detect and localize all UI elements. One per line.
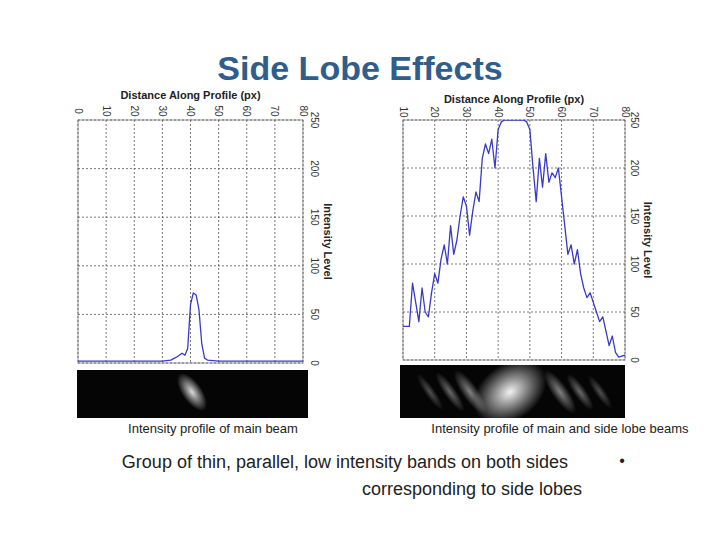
footer-text: corresponding to side lobes: [362, 479, 582, 499]
grid-line: [78, 120, 303, 121]
x-tick-label: 40: [493, 106, 504, 118]
y-tick-label: 50: [629, 306, 640, 318]
grid-line: [246, 120, 247, 363]
footer-text: Group of thin, parallel, low intensity b…: [122, 452, 568, 472]
grid-line: [78, 217, 303, 218]
y-tick-label: 100: [629, 256, 640, 273]
grid-line: [561, 120, 562, 360]
grid-line: [274, 120, 275, 363]
y-tick-label: 100: [309, 257, 320, 274]
grid-line: [466, 120, 467, 360]
grid-line: [593, 120, 594, 360]
grid-line: [162, 120, 163, 363]
grid-line: [529, 120, 530, 360]
grid-line: [403, 312, 625, 313]
x-axis-label: Distance Along Profile (px): [444, 93, 585, 105]
y-tick-label: 150: [309, 209, 320, 226]
y-tick-label: 250: [629, 112, 640, 129]
y-tick-label: 50: [309, 309, 320, 321]
grid-line: [190, 120, 191, 363]
grid-line: [134, 120, 135, 363]
x-tick-label: 20: [129, 105, 140, 117]
grid-line: [625, 120, 626, 360]
grid-line: [78, 265, 303, 266]
y-axis-label: Intensity Level: [642, 202, 654, 278]
plot-frame: [78, 120, 303, 363]
x-tick-label: 70: [588, 106, 599, 118]
plot-frame: [403, 120, 625, 360]
grid-line: [106, 120, 107, 363]
x-tick-label: 20: [429, 106, 440, 118]
data-group: [78, 293, 303, 361]
chart: 1020304050607080050100150200250Distance …: [398, 93, 655, 363]
grid-line: [403, 168, 625, 169]
y-tick-label: 150: [629, 208, 640, 225]
x-tick-label: 50: [213, 105, 224, 117]
caption: Intensity profile of main and side lobe …: [431, 421, 689, 436]
x-tick-label: 80: [298, 105, 309, 117]
slide: Side Lobe Effects01020304050607080050100…: [0, 0, 720, 540]
y-tick-label: 0: [309, 360, 320, 366]
y-tick-label: 0: [629, 357, 640, 363]
x-tick-label: 60: [241, 105, 252, 117]
grid-line: [403, 216, 625, 217]
x-tick-label: 0: [73, 108, 84, 114]
grid-line: [498, 120, 499, 360]
beam-spot: [431, 369, 468, 415]
chart: 0 10 20 30 40 50 60 70 80 0 50 100 150 200 250 Distance…: [73, 89, 335, 366]
grid-line: [78, 120, 79, 363]
x-tick-label: 40: [185, 105, 196, 117]
grid-line: [218, 120, 219, 363]
grid-line: [403, 120, 404, 360]
beam-spot: [413, 371, 446, 413]
y-tick-label: 250: [309, 112, 320, 129]
caption: Intensity profile of main beam: [128, 421, 298, 436]
grid-line: [434, 120, 435, 360]
y-axis-label: Intensity Level: [322, 203, 334, 279]
x-tick-label: 30: [461, 106, 472, 118]
data-group: [403, 120, 625, 357]
profile-line: [403, 120, 625, 357]
y-tick-label: 200: [309, 160, 320, 177]
x-tick-label: 10: [398, 106, 409, 118]
y-tick-label: 200: [629, 160, 640, 177]
x-tick-label: 10: [101, 105, 112, 117]
beam-spot: [584, 373, 615, 412]
profile-line: [78, 293, 303, 361]
x-tick-label: 70: [269, 105, 280, 117]
grid-line: [78, 363, 303, 364]
bullet: •: [619, 452, 625, 469]
beam-spot: [171, 368, 213, 416]
grid-line: [303, 120, 304, 363]
x-tick-label: 60: [556, 106, 567, 118]
x-tick-label: 50: [524, 106, 535, 118]
x-tick-label: 30: [157, 105, 168, 117]
title: Side Lobe Effects: [217, 49, 502, 87]
x-axis-label: Distance Along Profile (px): [120, 89, 261, 101]
grid-line: [78, 168, 303, 169]
grid-line: [403, 264, 625, 265]
